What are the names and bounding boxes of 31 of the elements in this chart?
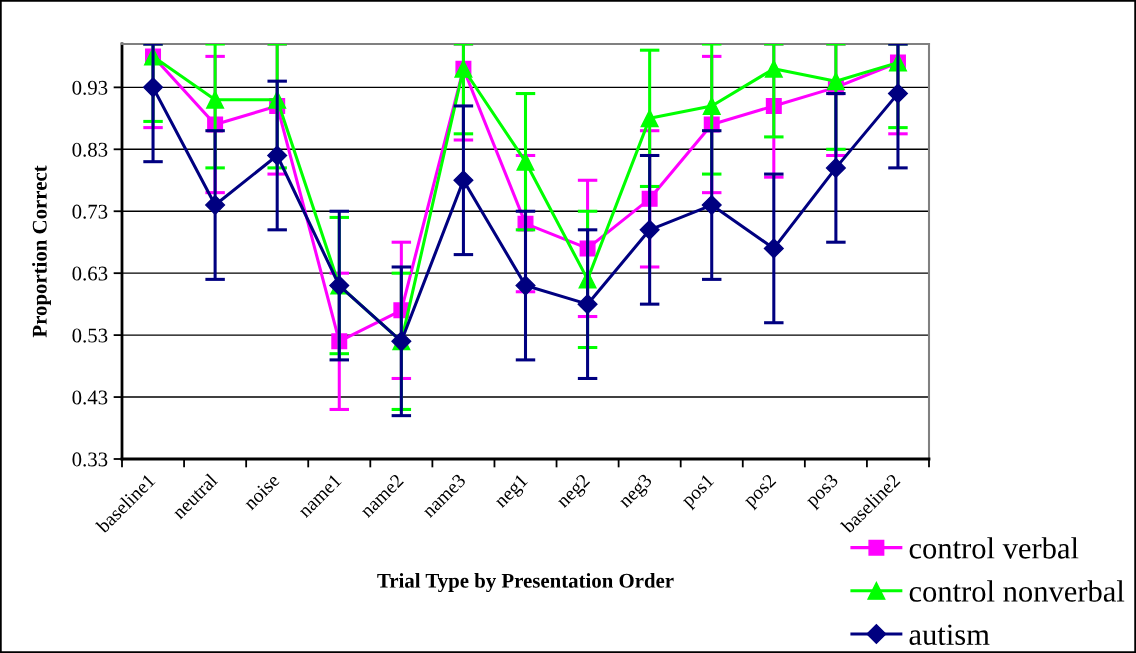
point bbox=[826, 72, 845, 91]
point bbox=[639, 219, 660, 240]
point bbox=[887, 83, 908, 104]
point bbox=[825, 157, 846, 178]
point bbox=[206, 90, 225, 109]
y-tick-label: 0.43 bbox=[72, 390, 108, 405]
y-tick-label: 0.73 bbox=[72, 204, 108, 219]
point bbox=[577, 294, 598, 315]
point bbox=[702, 96, 721, 115]
point bbox=[763, 238, 784, 259]
x-tick-label: neg3 bbox=[617, 473, 656, 512]
legend-label: autism bbox=[909, 624, 990, 645]
point bbox=[453, 170, 474, 191]
point bbox=[143, 77, 164, 98]
x-tick-label: neg1 bbox=[493, 473, 531, 512]
point bbox=[205, 195, 226, 216]
legend-label: control nonverbal bbox=[909, 580, 1125, 602]
point bbox=[267, 145, 288, 166]
y-axis-title: Proportion Correct bbox=[32, 165, 51, 338]
point bbox=[640, 109, 659, 128]
y-tick-label: 0.53 bbox=[72, 328, 108, 343]
x-tick-label: neg2 bbox=[555, 473, 594, 512]
y-tick-label: 0.63 bbox=[72, 266, 108, 281]
x-axis-title: Trial Type by Presentation Order bbox=[377, 573, 674, 593]
y-tick-label: 0.83 bbox=[72, 142, 108, 157]
y-tick-label: 0.93 bbox=[72, 80, 108, 95]
point bbox=[515, 275, 536, 296]
point bbox=[701, 195, 722, 216]
point bbox=[764, 59, 783, 78]
legend-label: control verbal bbox=[909, 537, 1079, 559]
y-tick-label: 0.33 bbox=[72, 452, 108, 467]
